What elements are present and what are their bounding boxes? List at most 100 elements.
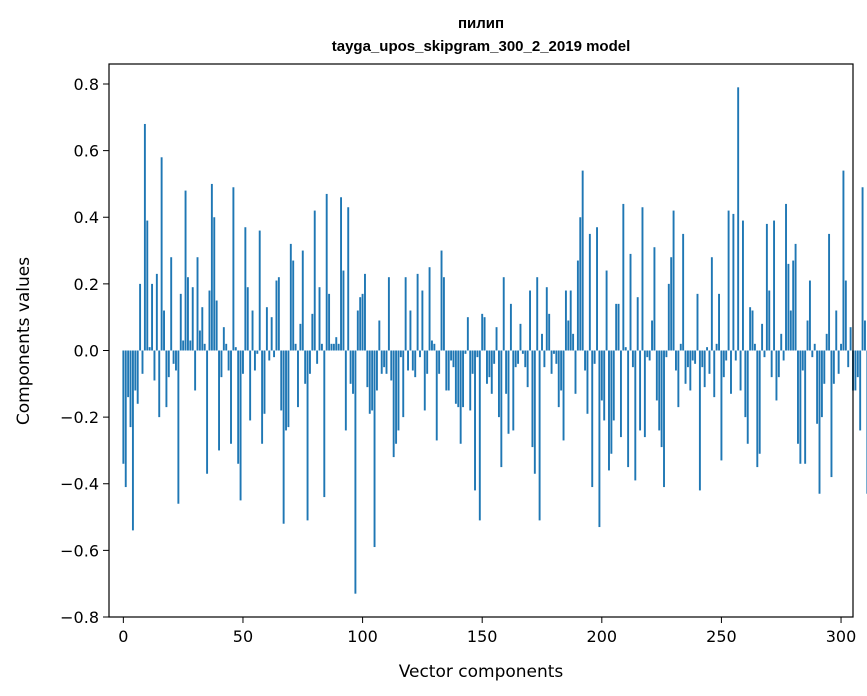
bar-12: [151, 283, 154, 351]
bar-63: [273, 350, 276, 358]
bar-132: [438, 350, 441, 374]
bar-45: [230, 350, 232, 444]
bar-143: [464, 350, 467, 354]
bar-138: [452, 350, 455, 368]
bar-121: [411, 350, 414, 371]
x-tick-label: 200: [587, 627, 618, 646]
bar-194: [586, 350, 589, 414]
bar-30: [194, 350, 197, 391]
bar-261: [746, 350, 749, 444]
x-tick-label: 150: [467, 627, 498, 646]
y-axis-ticks: −0.8 −0.6 −0.4 −0.2 0.0 0.2 0.4 0.6 0.8: [60, 75, 109, 627]
bars-group: [122, 87, 867, 594]
bar-185: [564, 290, 567, 351]
y-tick-label: 0.2: [74, 275, 99, 294]
bar-72: [294, 343, 297, 351]
bar-74: [299, 323, 302, 351]
bar-62: [270, 317, 273, 351]
bar-155: [493, 350, 496, 364]
bar-18: [165, 350, 168, 408]
x-tick-label: 100: [347, 627, 378, 646]
x-tick-label: 50: [233, 627, 253, 646]
bar-102: [366, 350, 369, 388]
y-tick-label: −0.2: [60, 408, 99, 427]
bar-286: [806, 320, 809, 351]
bar-282: [797, 350, 799, 444]
bar-167: [521, 350, 524, 354]
bar-160: [505, 350, 508, 394]
x-axis-label: Vector components: [399, 662, 564, 682]
bar-240: [696, 293, 699, 351]
x-axis-ticks: 0 50 100 150 200 250 300: [118, 617, 856, 646]
bar-141: [459, 350, 462, 444]
bar-298: [835, 310, 838, 351]
bar-186: [567, 320, 570, 351]
bar-237: [689, 350, 692, 391]
x-tick-label: 250: [706, 627, 737, 646]
bar-44: [227, 350, 230, 371]
bar-142: [462, 350, 465, 408]
bar-218: [643, 350, 646, 438]
bar-42: [222, 327, 225, 351]
bar-98: [356, 310, 359, 351]
bar-103: [368, 350, 371, 414]
bar-94: [347, 207, 350, 351]
bar-149: [478, 350, 481, 521]
bar-177: [545, 287, 548, 351]
bar-285: [804, 350, 807, 464]
y-tick-label: 0.8: [74, 75, 99, 94]
y-axis-label: Components values: [14, 257, 34, 425]
bar-28: [189, 340, 192, 351]
bar-250: [720, 350, 723, 461]
bar-308: [859, 350, 862, 431]
bar-130: [433, 343, 436, 351]
bar-139: [454, 350, 457, 404]
bar-154: [490, 350, 493, 394]
bar-33: [201, 307, 204, 351]
bar-309: [861, 187, 864, 351]
bar-290: [816, 350, 819, 424]
bar-92: [342, 270, 345, 351]
bar-151: [483, 317, 486, 351]
bar-61: [268, 350, 271, 361]
bar-269: [765, 223, 768, 351]
bar-10: [146, 220, 149, 351]
bar-273: [775, 350, 778, 401]
bar-68: [285, 350, 287, 431]
bar-196: [591, 350, 594, 488]
bar-276: [782, 350, 785, 361]
bar-23: [177, 350, 180, 504]
bar-211: [627, 350, 630, 468]
bar-277: [785, 203, 787, 351]
bar-106: [375, 350, 378, 391]
bar-51: [244, 227, 247, 351]
bar-272: [773, 220, 776, 351]
bar-150: [481, 313, 484, 351]
bar-56: [256, 350, 259, 354]
bar-174: [538, 350, 541, 521]
bar-117: [402, 350, 405, 418]
bar-204: [610, 350, 613, 454]
bar-16: [160, 157, 163, 351]
bar-262: [749, 307, 752, 351]
bar-83: [320, 343, 323, 351]
bar-258: [739, 350, 742, 391]
bar-212: [629, 253, 632, 351]
bar-281: [794, 243, 797, 351]
bar-58: [261, 350, 264, 444]
bar-144: [466, 317, 469, 351]
bar-131: [435, 350, 438, 441]
bar-39: [215, 300, 218, 351]
y-tick-label: 0.0: [74, 341, 99, 360]
bar-245: [708, 350, 711, 374]
bar-140: [457, 350, 460, 408]
bar-259: [742, 220, 744, 351]
bar-148: [476, 350, 479, 358]
bar-303: [847, 350, 850, 368]
bar-13: [153, 350, 156, 381]
bar-93: [344, 350, 347, 431]
bar-24: [179, 293, 182, 351]
bar-104: [371, 350, 374, 411]
bar-233: [679, 343, 682, 351]
bar-120: [409, 310, 412, 351]
